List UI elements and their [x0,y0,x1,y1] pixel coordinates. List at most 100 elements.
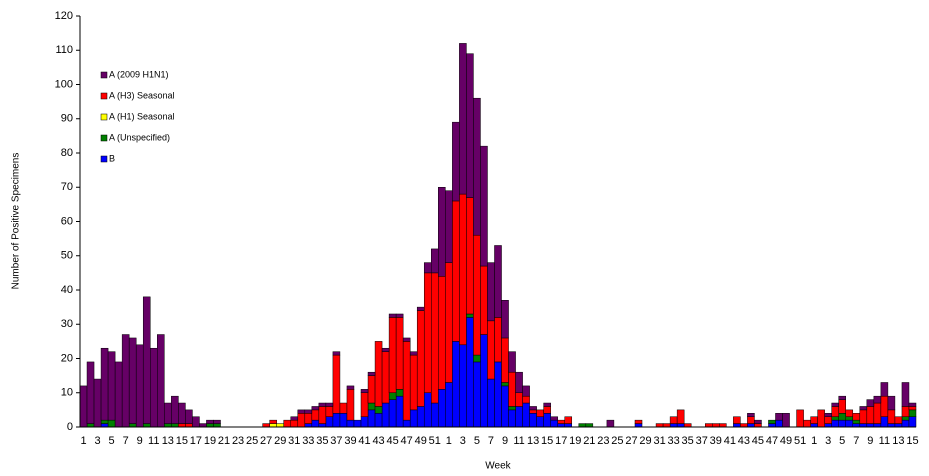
bar-segment [339,413,348,428]
x-tick-label: 47 [766,435,778,447]
bar-segment [838,419,846,428]
legend-label: A (Unspecified) [109,132,170,142]
y-tick-label: 100 [55,78,73,90]
x-axis-title: Week [485,461,511,472]
x-tick-label: 1 [446,435,452,447]
bar-segment [543,413,551,428]
bar-segment [894,423,903,428]
bar-segment [501,382,509,387]
x-tick-label: 37 [330,435,342,447]
bar-segment [192,416,200,428]
bar-segment [775,419,783,428]
bar-segment [459,43,467,195]
bar-segment [445,190,453,263]
bar-segment [676,409,685,424]
legend-label: B [109,153,115,163]
bar-segment [747,416,755,424]
x-tick-label: 23 [232,435,244,447]
bar-segment [873,395,882,404]
bar-segment [431,272,439,404]
bar-segment [508,351,516,373]
bar-segment [473,354,481,363]
bar-segment [346,419,355,428]
x-tick-label: 15 [906,435,918,447]
bar-segment [901,416,910,421]
bar-segment [634,419,643,424]
bar-segment [634,423,643,428]
bar-segment [747,423,755,428]
bar-segment [803,419,811,428]
bar-segment [311,419,320,428]
bar-segment [121,334,130,428]
bar-segment [768,423,776,428]
bar-segment [332,413,341,428]
bar-segment [290,419,299,428]
bar-segment [712,423,720,428]
bar-segment [810,423,818,428]
bar-segment [873,402,882,424]
x-tick-label: 13 [162,435,174,447]
x-tick-label: 5 [109,435,115,447]
x-tick-label: 15 [541,435,553,447]
bar-segment [810,416,818,424]
bar-segment [473,234,481,356]
bar-segment [360,389,369,394]
x-tick-label: 5 [839,435,845,447]
bar-segment [86,361,95,424]
bar-segment [431,248,439,274]
bar-segment [831,406,839,417]
bar-segment [107,419,116,428]
bar-segment [213,423,221,428]
x-tick-label: 39 [344,435,356,447]
bar-segment [866,423,875,428]
bar-segment [459,344,467,428]
bar-segment [388,317,397,393]
bar-segment [585,423,594,428]
bar-segment [346,385,355,390]
bar-segment [873,423,882,428]
bar-segment [515,406,523,428]
legend-swatch [100,92,108,100]
bar-segment [409,354,418,411]
bar-segment [423,272,432,393]
bar-segment [501,385,509,428]
bar-segment [887,409,896,424]
bar-segment [606,419,615,428]
bar-segment [719,423,727,428]
bar-segment [353,419,362,428]
bar-segment [754,419,762,424]
x-tick-label: 3 [825,435,831,447]
x-tick-label: 9 [867,435,873,447]
bar-segment [128,423,137,428]
bar-segment [473,361,481,428]
bar-segment [297,413,306,428]
bar-segment [515,392,523,407]
bar-segment [508,406,516,411]
bar-segment [747,413,755,417]
bar-segment [859,409,868,424]
bar-segment [880,395,889,417]
bar-segment [409,351,418,356]
bar-segment [346,389,355,421]
x-tick-label: 49 [415,435,427,447]
bar-segment [416,406,425,428]
x-tick-label: 11 [148,435,159,447]
bar-segment [459,193,467,346]
bar-segment [704,423,713,428]
x-tick-label: 13 [892,435,904,447]
bar-segment [824,423,832,428]
x-tick-label: 29 [639,435,651,447]
bar-segment [395,389,404,397]
bar-segment [824,416,832,424]
bar-segment [522,385,530,397]
y-tick-label: 50 [61,250,73,262]
x-tick-label: 21 [583,435,595,447]
x-tick-label: 7 [853,435,859,447]
bar-segment [381,347,390,352]
bar-segment [445,262,453,383]
bar-segment [536,409,544,417]
bar-segment [213,419,221,424]
bar-segment [150,347,158,428]
bar-segment [318,406,327,424]
